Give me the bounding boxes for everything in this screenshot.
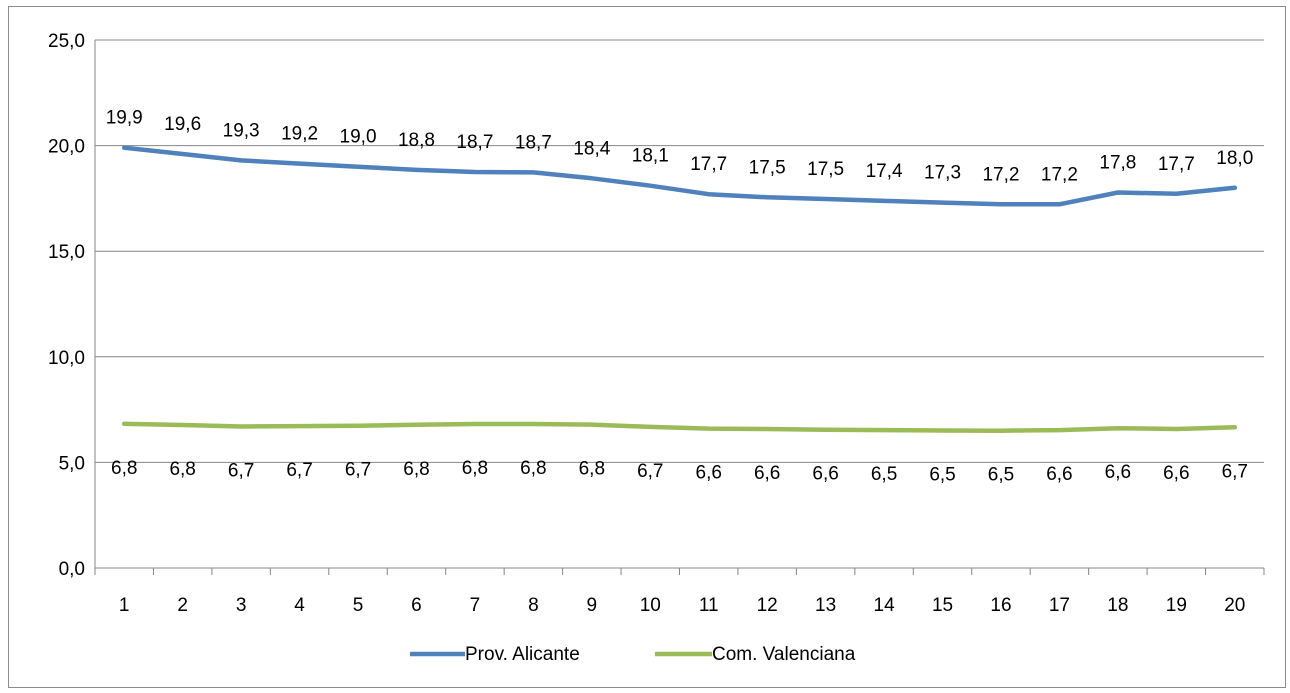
data-label: 17,4 bbox=[866, 161, 903, 182]
x-tick-label: 3 bbox=[236, 595, 247, 616]
data-label: 6,7 bbox=[345, 460, 371, 481]
y-tick-label: 25,0 bbox=[48, 31, 85, 52]
x-tick-label: 16 bbox=[990, 595, 1011, 616]
series-line-1 bbox=[121, 145, 1238, 207]
data-label: 17,3 bbox=[924, 163, 961, 184]
x-tick-label: 14 bbox=[874, 595, 896, 616]
data-label: 6,6 bbox=[1046, 464, 1072, 485]
data-label: 6,8 bbox=[403, 459, 429, 480]
x-tick-label: 17 bbox=[1049, 595, 1070, 616]
data-label: 19,9 bbox=[106, 108, 143, 129]
data-label: 6,5 bbox=[871, 464, 897, 485]
x-tick-label: 13 bbox=[815, 595, 836, 616]
data-label: 6,5 bbox=[988, 465, 1014, 486]
data-label: 17,5 bbox=[749, 157, 786, 178]
y-tick-label: 15,0 bbox=[48, 242, 85, 263]
chart-frame bbox=[8, 6, 1286, 688]
data-label: 17,5 bbox=[807, 159, 844, 180]
data-label: 6,8 bbox=[111, 458, 137, 479]
x-tick-label: 20 bbox=[1224, 595, 1245, 616]
legend-label-1: Prov. Alicante bbox=[465, 644, 580, 665]
data-label: 6,8 bbox=[579, 459, 605, 480]
x-tick-label: 9 bbox=[587, 595, 598, 616]
data-label: 6,7 bbox=[637, 461, 663, 482]
data-label: 18,4 bbox=[573, 138, 610, 159]
y-tick-label: 20,0 bbox=[48, 137, 85, 158]
x-tick-label: 12 bbox=[757, 595, 778, 616]
data-label: 19,3 bbox=[223, 120, 260, 141]
x-tick-label: 19 bbox=[1166, 595, 1187, 616]
data-label: 19,6 bbox=[164, 114, 201, 135]
data-label: 6,6 bbox=[1105, 462, 1131, 483]
x-tick-label: 15 bbox=[932, 595, 953, 616]
x-tick-label: 8 bbox=[528, 595, 539, 616]
y-tick-label: 10,0 bbox=[48, 348, 85, 369]
series-line-2 bbox=[121, 421, 1238, 433]
data-label: 6,7 bbox=[286, 460, 312, 481]
data-label: 18,8 bbox=[398, 130, 435, 151]
data-label: 17,2 bbox=[982, 164, 1019, 185]
data-label: 6,5 bbox=[929, 465, 955, 486]
y-tick-label: 0,0 bbox=[59, 559, 85, 580]
x-tick-label: 4 bbox=[294, 595, 305, 616]
data-label: 6,6 bbox=[754, 463, 780, 484]
x-tick-label: 1 bbox=[119, 595, 130, 616]
x-tick-label: 2 bbox=[177, 595, 188, 616]
x-tick-label: 5 bbox=[353, 595, 364, 616]
data-label: 17,7 bbox=[690, 154, 727, 175]
data-label: 19,2 bbox=[281, 124, 318, 145]
legend-label-2: Com. Valenciana bbox=[712, 644, 856, 665]
data-label: 19,0 bbox=[340, 127, 377, 148]
data-label: 18,1 bbox=[632, 146, 669, 167]
data-label: 6,8 bbox=[520, 458, 546, 479]
data-label: 17,7 bbox=[1158, 154, 1195, 175]
data-label: 6,6 bbox=[696, 463, 722, 484]
x-tick-label: 18 bbox=[1107, 595, 1128, 616]
data-label: 18,7 bbox=[456, 132, 493, 153]
x-tick-label: 7 bbox=[470, 595, 481, 616]
data-label: 6,7 bbox=[1222, 461, 1248, 482]
data-label: 6,7 bbox=[228, 460, 254, 481]
data-label: 6,6 bbox=[1163, 463, 1189, 484]
data-label: 6,6 bbox=[812, 464, 838, 485]
y-tick-label: 5,0 bbox=[59, 453, 85, 474]
data-label: 17,2 bbox=[1041, 164, 1078, 185]
x-tick-label: 10 bbox=[640, 595, 661, 616]
data-label: 18,0 bbox=[1216, 148, 1253, 169]
x-tick-label: 6 bbox=[411, 595, 422, 616]
data-label: 6,8 bbox=[462, 458, 488, 479]
data-label: 17,8 bbox=[1099, 152, 1136, 173]
x-tick-label: 11 bbox=[699, 595, 719, 616]
data-label: 6,8 bbox=[169, 459, 195, 480]
data-label: 18,7 bbox=[515, 132, 552, 153]
